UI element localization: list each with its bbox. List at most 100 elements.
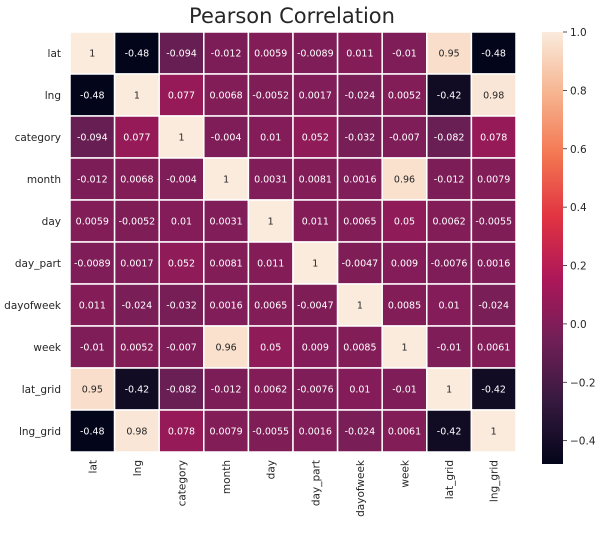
heatmap-cell	[470, 367, 517, 411]
cell-value-label: -0.007	[166, 343, 197, 354]
cell-value-label: -0.024	[345, 91, 376, 102]
cell-value-label: 1	[491, 427, 497, 438]
y-tick-label: lat	[48, 48, 61, 60]
heatmap-cell	[69, 367, 116, 411]
heatmap-cell	[203, 325, 250, 369]
cell-value-label: -0.082	[166, 385, 197, 396]
colorbar-tick-label: 0.2	[570, 261, 587, 273]
y-axis-labels: lat lng category month day day_part dayofweek w…	[4, 48, 62, 438]
cell-value-label: 0.0085	[343, 343, 376, 354]
x-tick-label: lng	[132, 460, 144, 476]
heatmap-cell	[203, 409, 250, 453]
cell-value-label: 1	[446, 385, 452, 396]
cell-value-label: -0.024	[122, 301, 153, 312]
heatmap-cell	[381, 409, 428, 453]
heatmap-cell	[336, 115, 383, 159]
cell-value-label: -0.01	[437, 343, 462, 354]
heatmap-cell	[113, 325, 160, 369]
heatmap-cell	[381, 325, 428, 369]
y-tick-label: day	[42, 216, 61, 228]
heatmap-cell	[203, 241, 250, 285]
cell-value-label: 0.0061	[477, 343, 510, 354]
cell-value-label: -0.42	[437, 91, 462, 102]
cell-value-label: 0.0059	[254, 49, 287, 60]
y-tick-label: lng	[45, 90, 61, 102]
cell-value-label: 0.011	[302, 217, 329, 228]
colorbar: 1.0 0.8 0.6 0.4 0.2 0.0 −0.2 −0.4	[542, 27, 596, 464]
cell-value-label: 0.0031	[254, 175, 287, 186]
heatmap-cell	[69, 283, 116, 327]
cell-value-label: 0.01	[349, 385, 370, 396]
x-tick-label: lat_grid	[444, 460, 456, 499]
heatmap-cell	[426, 241, 473, 285]
heatmap-cell	[292, 157, 339, 201]
cell-value-label: 1	[89, 49, 95, 60]
cell-value-label: 0.98	[126, 427, 147, 438]
cell-value-label: -0.004	[166, 175, 197, 186]
cell-value-label: -0.0055	[252, 427, 289, 438]
cell-value-label: -0.012	[211, 49, 242, 60]
heatmap-cell	[470, 73, 517, 117]
cell-value-label: 0.078	[168, 427, 195, 438]
cell-value-label: 0.0065	[343, 217, 376, 228]
cell-value-label: -0.094	[166, 49, 197, 60]
colorbar-tick-label: 0.6	[570, 144, 587, 156]
cell-value-label: 0.009	[391, 259, 418, 270]
heatmap-cell	[426, 115, 473, 159]
cell-value-label: -0.082	[434, 133, 465, 144]
heatmap-cell	[69, 409, 116, 453]
cell-value-label: -0.0055	[475, 217, 512, 228]
colorbar-tick-label: −0.2	[570, 377, 596, 389]
cell-value-label: 0.011	[257, 259, 284, 270]
heatmap-cell	[69, 31, 116, 75]
cell-value-label: 0.0081	[209, 259, 242, 270]
x-tick-label: day	[266, 460, 278, 479]
cell-value-label: 1	[268, 217, 274, 228]
cell-value-label: 0.0016	[477, 259, 510, 270]
cell-value-label: -0.0089	[74, 259, 111, 270]
heatmap-cell	[470, 283, 517, 327]
cell-value-label: 0.0017	[120, 259, 153, 270]
heatmap-cell	[426, 367, 473, 411]
cell-value-label: -0.024	[345, 427, 376, 438]
cell-value-label: 0.0052	[388, 91, 421, 102]
cell-value-label: 0.95	[82, 385, 103, 396]
heatmap-cell	[336, 283, 383, 327]
cell-value-label: 1	[178, 133, 184, 144]
cell-value-label: -0.0047	[342, 259, 379, 270]
heatmap-cell	[381, 31, 428, 75]
cell-value-label: -0.42	[437, 427, 462, 438]
cell-value-label: 0.05	[394, 217, 415, 228]
colorbar-ticks: 1.0 0.8 0.6 0.4 0.2 0.0 −0.2 −0.4	[563, 27, 596, 448]
cell-value-label: 0.01	[171, 217, 192, 228]
cell-value-label: 0.0016	[343, 175, 376, 186]
heatmap-cell	[470, 115, 517, 159]
x-tick-label: day_part	[310, 460, 322, 506]
cell-value-label: 0.0062	[254, 385, 287, 396]
cell-value-label: 0.0017	[299, 91, 332, 102]
heatmap-cell	[247, 409, 294, 453]
cell-value-label: 0.0065	[254, 301, 287, 312]
cell-value-label: 0.078	[480, 133, 507, 144]
y-tick-label: week	[33, 342, 62, 354]
heatmap-cell	[113, 409, 160, 453]
heatmap-cell	[426, 73, 473, 117]
colorbar-tick-label: 0.4	[570, 202, 587, 214]
cell-value-label: -0.032	[166, 301, 197, 312]
heatmap-cell	[426, 199, 473, 243]
heatmap-cell	[292, 283, 339, 327]
cell-value-label: -0.01	[392, 385, 417, 396]
cell-value-label: 0.009	[302, 343, 329, 354]
heatmap-cell	[113, 367, 160, 411]
cell-value-label: 0.96	[394, 175, 415, 186]
heatmap-cell	[292, 325, 339, 369]
cell-value-label: 0.0079	[209, 427, 242, 438]
cell-value-label: 1	[223, 175, 229, 186]
colorbar-tick-label: 0.8	[570, 85, 587, 97]
cell-value-label: 1	[312, 259, 318, 270]
heatmap-cell	[426, 409, 473, 453]
heatmap-cell	[203, 283, 250, 327]
colorbar-tick-label: −0.4	[570, 436, 596, 448]
cell-value-label: -0.012	[77, 175, 108, 186]
y-tick-label: lat_grid	[22, 384, 61, 396]
